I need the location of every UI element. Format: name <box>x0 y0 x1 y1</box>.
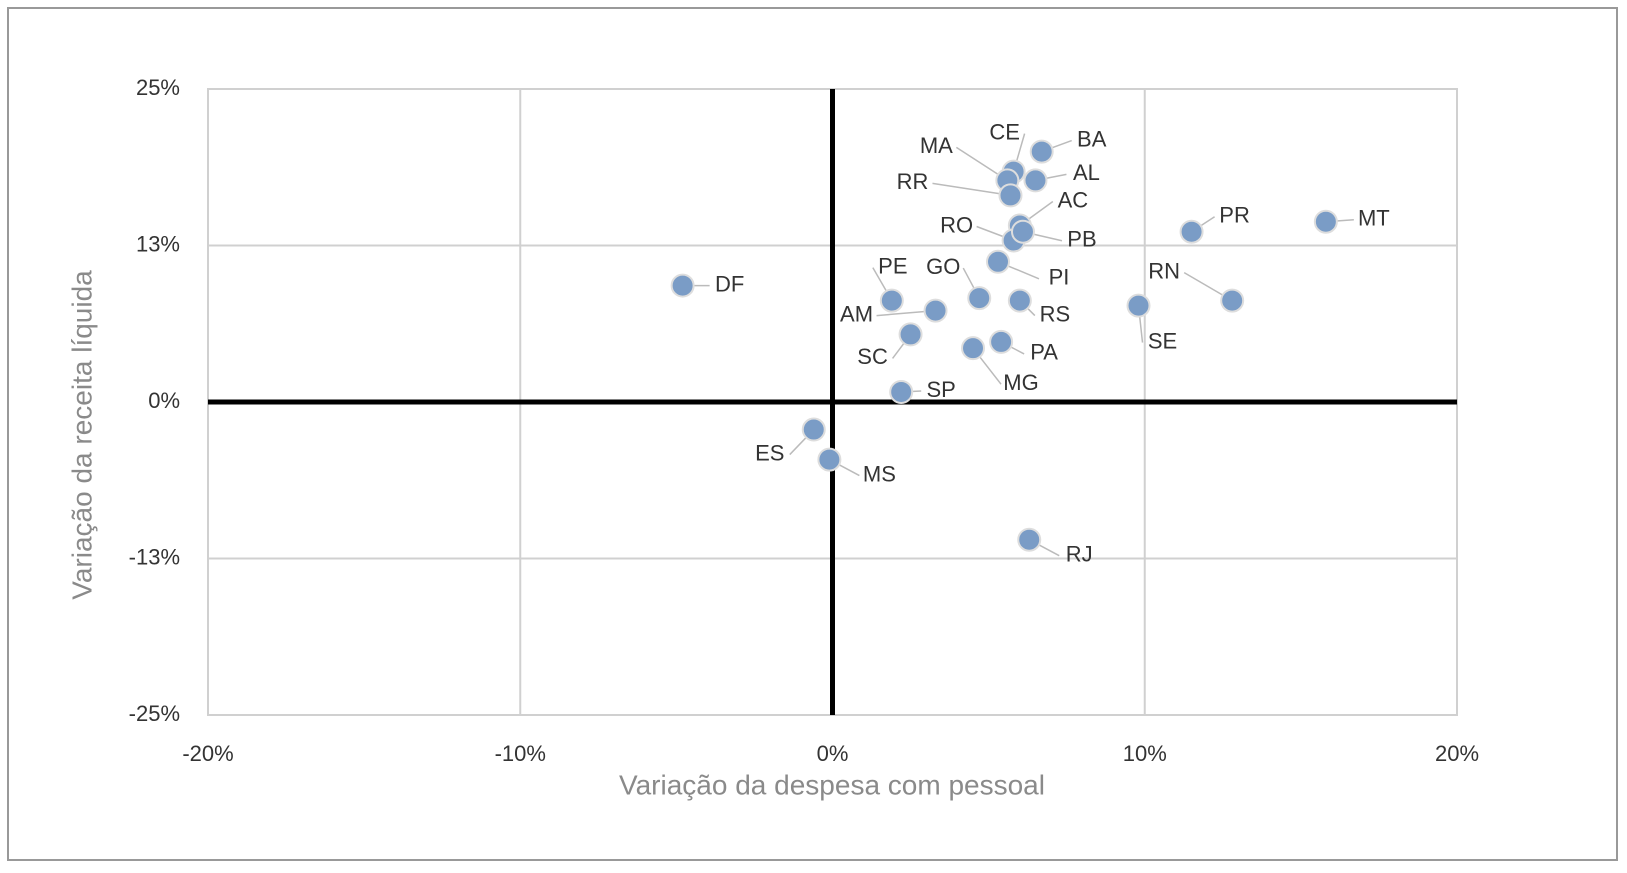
point-label: ES <box>755 440 784 465</box>
point <box>1179 219 1204 244</box>
point <box>1313 209 1338 234</box>
point-label: AL <box>1073 160 1100 185</box>
point-label: RJ <box>1066 542 1093 567</box>
y-tick-label: 25% <box>136 75 180 100</box>
x-tick-label: -10% <box>495 741 546 766</box>
point-label: RR <box>897 169 929 194</box>
leader-line <box>932 182 1011 197</box>
point-label: DF <box>715 271 744 296</box>
point <box>1220 288 1245 313</box>
point <box>898 322 923 347</box>
x-tick-label: 20% <box>1435 741 1479 766</box>
point <box>961 336 986 361</box>
point <box>801 417 826 442</box>
point-label: SE <box>1148 328 1177 353</box>
point-label: CE <box>989 119 1020 144</box>
y-tick-label: 13% <box>136 231 180 256</box>
point-label: BA <box>1077 126 1107 151</box>
point <box>1029 139 1054 164</box>
point-label: GO <box>926 254 960 279</box>
point <box>1010 219 1035 244</box>
point <box>1023 168 1048 193</box>
x-tick-label: 0% <box>817 741 849 766</box>
point <box>923 298 948 323</box>
point <box>998 183 1023 208</box>
y-tick-label: -25% <box>129 701 180 726</box>
point-label: MS <box>863 461 896 486</box>
point-label: PE <box>878 253 907 278</box>
point-label: MA <box>920 133 953 158</box>
point <box>967 286 992 311</box>
point <box>1017 527 1042 552</box>
x-axis-title: Variação da despesa com pessoal <box>619 769 1045 800</box>
point-label: RO <box>940 212 973 237</box>
x-tick-label: -20% <box>182 741 233 766</box>
point-label: MG <box>1003 370 1038 395</box>
point <box>985 249 1010 274</box>
point-label: PB <box>1067 227 1096 252</box>
point <box>1007 288 1032 313</box>
point-label: MT <box>1358 206 1390 231</box>
y-tick-label: 0% <box>148 388 180 413</box>
point-label: AC <box>1058 187 1089 212</box>
point-label: AM <box>840 301 873 326</box>
point <box>889 379 914 404</box>
point-label: RN <box>1148 258 1180 283</box>
point-label: SP <box>927 377 956 402</box>
point-label: PI <box>1049 265 1070 290</box>
point <box>1126 293 1151 318</box>
point-label: PR <box>1219 203 1250 228</box>
y-tick-label: -13% <box>129 544 180 569</box>
point <box>879 288 904 313</box>
point <box>817 447 842 472</box>
point <box>989 329 1014 354</box>
point <box>670 273 695 298</box>
point-label: RS <box>1040 301 1071 326</box>
point-label: SC <box>857 344 888 369</box>
y-axis-title: Variação da receita líquida <box>66 270 97 600</box>
point-label: PA <box>1030 340 1058 365</box>
x-tick-label: 10% <box>1123 741 1167 766</box>
